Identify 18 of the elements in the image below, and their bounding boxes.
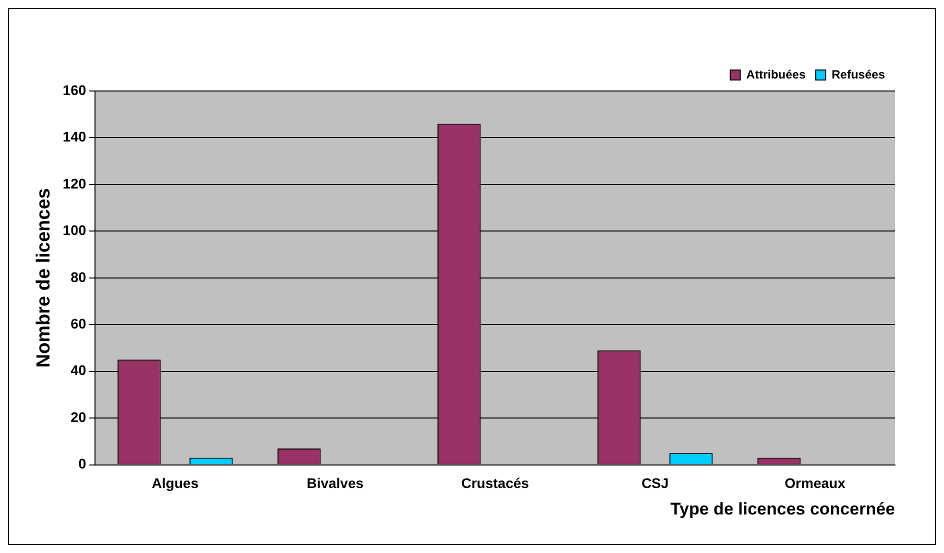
y-tick-label: 40 [70,362,86,378]
legend-label: Attribuées [746,67,806,82]
x-tick-label: Ormeaux [784,475,846,492]
x-tick-label: Bivalves [306,475,364,492]
y-tick-label: 0 [78,456,86,472]
y-tick-label: 140 [62,128,86,145]
y-tick-label: 60 [70,315,86,332]
y-tick-label: 120 [62,175,86,192]
x-tick-label: CSJ [641,475,669,492]
x-tick-label: Crustacés [461,475,530,492]
x-tick-label: Algues [152,475,199,492]
y-tick-label: 80 [70,268,86,285]
y-tick-label: 160 [62,82,86,98]
y-tick-label: 20 [70,408,86,425]
y-axis-title: Nombre de licences [34,188,55,368]
y-tick-label: 100 [62,222,86,238]
x-axis-title: Type de licences concernée [670,499,895,518]
legend-label: Refusées [832,67,886,82]
